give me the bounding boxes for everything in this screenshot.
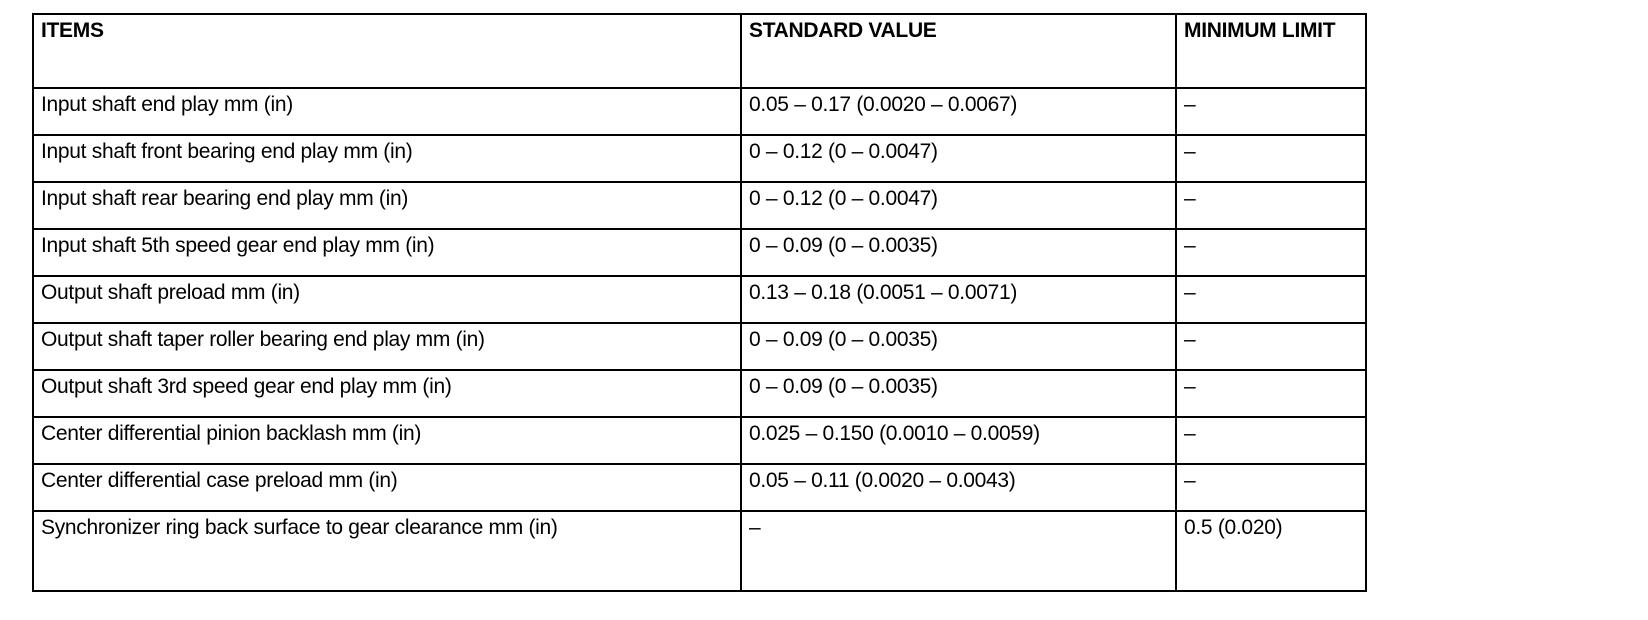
- cell-standard-value: 0.025 – 0.150 (0.0010 – 0.0059): [740, 416, 1177, 465]
- cell-item: Center differential pinion backlash mm (…: [32, 416, 742, 465]
- cell-minimum-limit: –: [1175, 369, 1367, 418]
- cell-item: Input shaft front bearing end play mm (i…: [32, 134, 742, 183]
- header-standard-value: STANDARD VALUE: [740, 13, 1177, 89]
- cell-standard-value: 0 – 0.12 (0 – 0.0047): [740, 181, 1177, 230]
- cell-minimum-limit: –: [1175, 275, 1367, 324]
- cell-standard-value: 0.05 – 0.11 (0.0020 – 0.0043): [740, 463, 1177, 512]
- cell-item: Synchronizer ring back surface to gear c…: [32, 510, 742, 592]
- cell-standard-value: –: [740, 510, 1177, 592]
- table-row: Center differential pinion backlash mm (…: [32, 416, 1367, 465]
- cell-standard-value: 0.05 – 0.17 (0.0020 – 0.0067): [740, 87, 1177, 136]
- table-row: Center differential case preload mm (in)…: [32, 463, 1367, 512]
- cell-minimum-limit: 0.5 (0.020): [1175, 510, 1367, 592]
- cell-minimum-limit: –: [1175, 463, 1367, 512]
- cell-item: Center differential case preload mm (in): [32, 463, 742, 512]
- cell-item: Input shaft 5th speed gear end play mm (…: [32, 228, 742, 277]
- cell-minimum-limit: –: [1175, 87, 1367, 136]
- cell-standard-value: 0 – 0.09 (0 – 0.0035): [740, 228, 1177, 277]
- cell-minimum-limit: –: [1175, 416, 1367, 465]
- table-row: Output shaft taper roller bearing end pl…: [32, 322, 1367, 371]
- table-row: Output shaft 3rd speed gear end play mm …: [32, 369, 1367, 418]
- header-row: ITEMS STANDARD VALUE MINIMUM LIMIT: [32, 13, 1367, 89]
- table-row: Input shaft rear bearing end play mm (in…: [32, 181, 1367, 230]
- specifications-table: ITEMS STANDARD VALUE MINIMUM LIMIT Input…: [32, 13, 1367, 592]
- cell-standard-value: 0 – 0.09 (0 – 0.0035): [740, 322, 1177, 371]
- cell-minimum-limit: –: [1175, 134, 1367, 183]
- cell-item: Input shaft rear bearing end play mm (in…: [32, 181, 742, 230]
- table-row: Input shaft end play mm (in) 0.05 – 0.17 …: [32, 87, 1367, 136]
- cell-minimum-limit: –: [1175, 181, 1367, 230]
- table-row: Input shaft front bearing end play mm (i…: [32, 134, 1367, 183]
- cell-standard-value: 0 – 0.09 (0 – 0.0035): [740, 369, 1177, 418]
- table-row: Synchronizer ring back surface to gear c…: [32, 510, 1367, 592]
- header-items: ITEMS: [32, 13, 742, 89]
- cell-item: Input shaft end play mm (in): [32, 87, 742, 136]
- cell-item: Output shaft preload mm (in): [32, 275, 742, 324]
- cell-item: Output shaft taper roller bearing end pl…: [32, 322, 742, 371]
- table-row: Output shaft preload mm (in) 0.13 – 0.18 …: [32, 275, 1367, 324]
- cell-item: Output shaft 3rd speed gear end play mm …: [32, 369, 742, 418]
- cell-standard-value: 0 – 0.12 (0 – 0.0047): [740, 134, 1177, 183]
- header-minimum-limit: MINIMUM LIMIT: [1175, 13, 1367, 89]
- cell-minimum-limit: –: [1175, 228, 1367, 277]
- cell-minimum-limit: –: [1175, 322, 1367, 371]
- table-row: Input shaft 5th speed gear end play mm (…: [32, 228, 1367, 277]
- cell-standard-value: 0.13 – 0.18 (0.0051 – 0.0071): [740, 275, 1177, 324]
